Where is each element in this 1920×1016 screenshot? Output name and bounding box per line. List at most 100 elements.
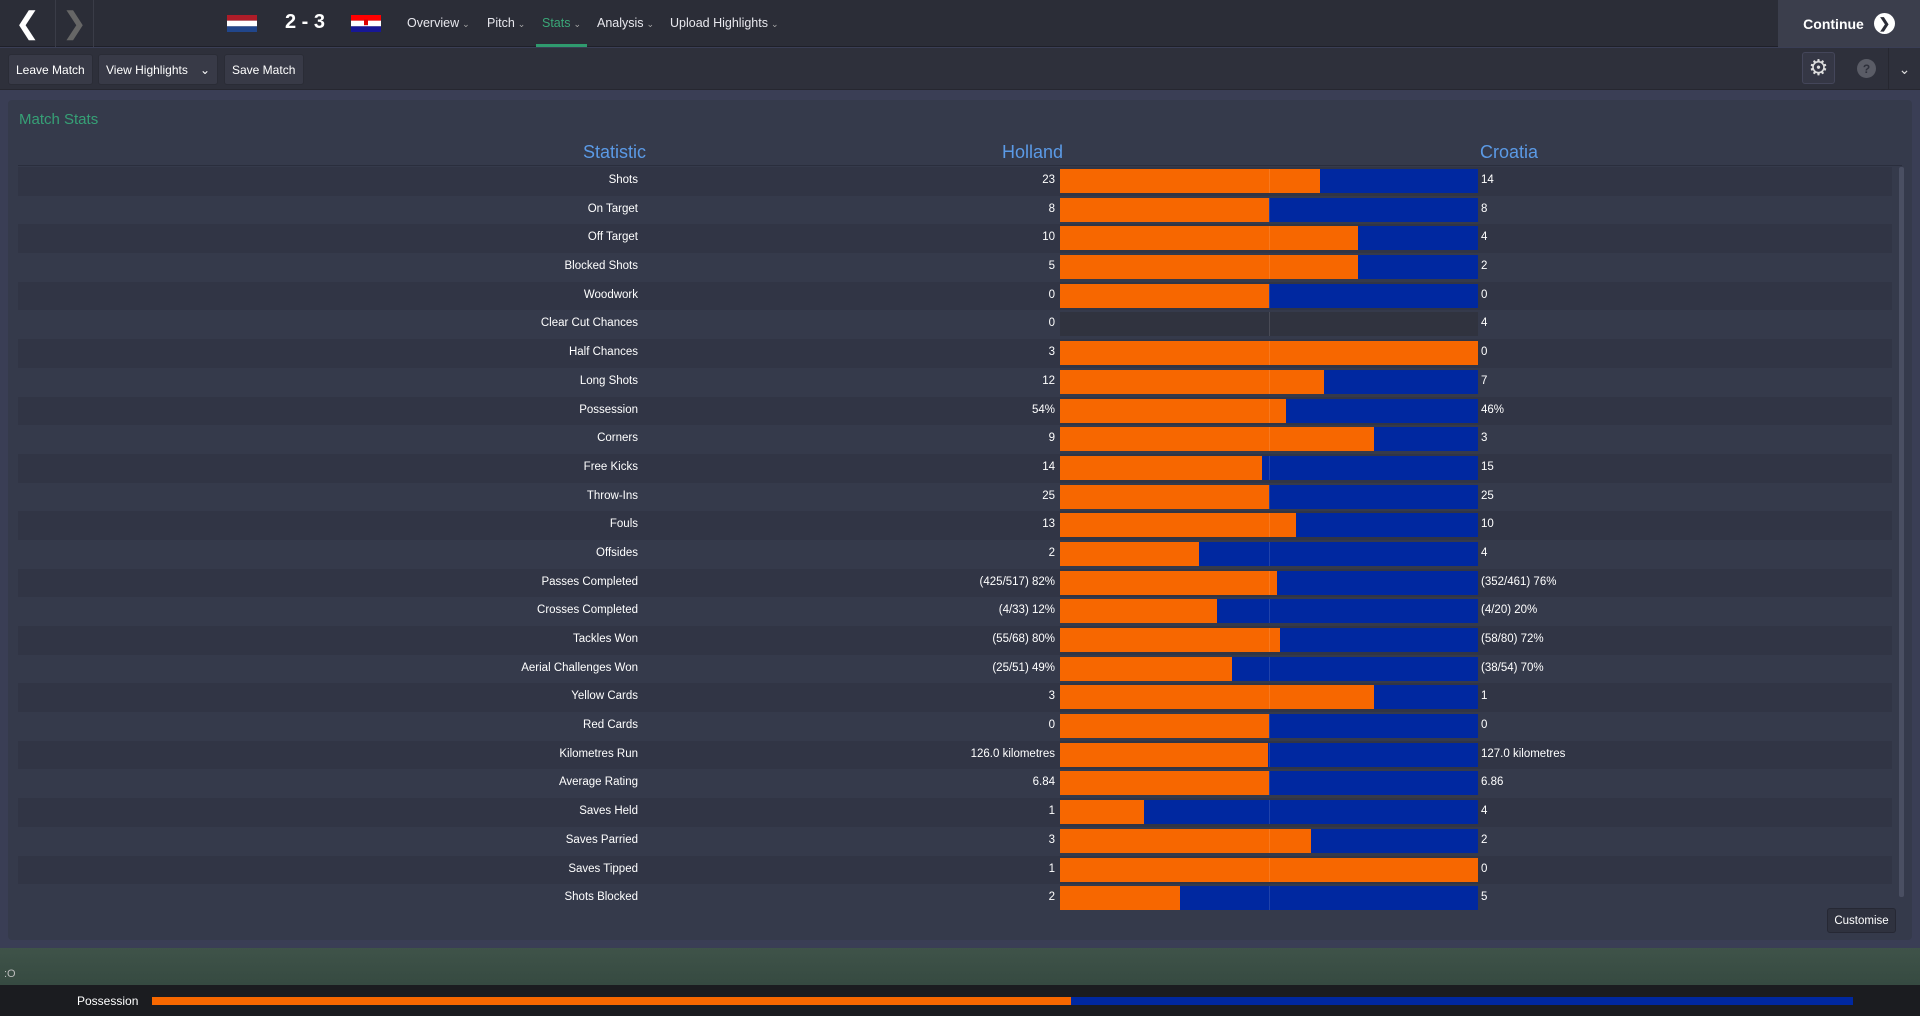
- stat-label: Shots: [608, 174, 638, 186]
- home-bar: [1060, 886, 1180, 911]
- netherlands-flag-icon: [227, 15, 257, 32]
- stat-row: Off Target 10 4: [18, 224, 1892, 254]
- away-bar: [1232, 656, 1478, 681]
- bar-midline: [1269, 226, 1270, 251]
- button-label: Customise: [1834, 914, 1889, 927]
- away-value: 0: [1481, 288, 1488, 301]
- away-value: 46%: [1481, 403, 1505, 416]
- home-bar: [1060, 197, 1269, 222]
- home-value: (425/517) 82%: [979, 575, 1055, 588]
- menu-label: Analysis: [597, 16, 644, 30]
- home-bar: [1060, 570, 1277, 595]
- back-button[interactable]: ❮: [0, 0, 56, 47]
- stat-label: Saves Parried: [565, 833, 638, 846]
- home-bar: [1060, 226, 1359, 251]
- button-label: View Highlights: [106, 62, 188, 77]
- column-header-home[interactable]: Holland: [1001, 142, 1063, 162]
- away-value: (352/461) 76%: [1481, 575, 1557, 588]
- stat-label: Crosses Completed: [537, 604, 638, 617]
- chevron-down-icon: ⌄: [573, 19, 582, 29]
- stat-row: Possession 54% 46%: [18, 396, 1892, 426]
- expand-button[interactable]: ⌄: [1888, 48, 1920, 90]
- stat-label: Average Rating: [558, 776, 638, 789]
- menu-upload-highlights[interactable]: Upload Highlights ⌄: [670, 16, 779, 30]
- stat-bar: [1060, 484, 1478, 509]
- stat-row: Half Chances 3 0: [18, 339, 1892, 368]
- away-value: 25: [1481, 489, 1494, 502]
- home-value: 1: [1048, 862, 1055, 875]
- stat-row: Clear Cut Chances 0 4: [18, 310, 1892, 339]
- bar-midline: [1269, 628, 1270, 652]
- view-highlights-dropdown[interactable]: View Highlights ⌄: [98, 54, 218, 85]
- stat-bar: [1060, 197, 1478, 222]
- stat-row: Crosses Completed (4/33) 12% (4/20) 20%: [18, 597, 1892, 626]
- chevron-down-icon: ⌄: [646, 19, 655, 29]
- bar-midline: [1269, 484, 1270, 509]
- home-value: 9: [1048, 432, 1055, 445]
- stat-label: Tackles Won: [573, 633, 638, 645]
- leave-match-button[interactable]: Leave Match: [8, 54, 93, 85]
- home-bar: [1060, 169, 1320, 193]
- customise-button[interactable]: Customise: [1827, 908, 1896, 933]
- home-value: (25/51) 49%: [992, 661, 1055, 674]
- match-score: 2 - 3: [285, 11, 326, 33]
- home-value: 0: [1048, 317, 1055, 330]
- stat-row: On Target 8 8: [18, 196, 1892, 225]
- home-bar: [1060, 513, 1297, 538]
- menu-analysis[interactable]: Analysis ⌄: [597, 16, 654, 30]
- chevron-right-icon: ❯: [61, 7, 88, 40]
- help-button[interactable]: ?: [1857, 59, 1876, 78]
- button-label: Save Match: [232, 62, 296, 77]
- stat-bar: [1060, 771, 1478, 796]
- scrollbar[interactable]: [1899, 167, 1904, 897]
- column-header-away[interactable]: Croatia: [1480, 142, 1539, 162]
- menu-pitch[interactable]: Pitch ⌄: [487, 16, 525, 30]
- bar-midline: [1269, 800, 1270, 825]
- stat-bar: [1060, 369, 1478, 394]
- menu-stats[interactable]: Stats ⌄: [542, 16, 581, 30]
- stat-row: Free Kicks 14 15: [18, 453, 1892, 483]
- stat-label: Free Kicks: [583, 460, 638, 473]
- stat-row: Blocked Shots 5 2: [18, 253, 1892, 282]
- continue-button[interactable]: Continue ❯: [1778, 0, 1920, 47]
- away-value: 127.0 kilometres: [1481, 747, 1566, 760]
- help-icon: ?: [1862, 61, 1871, 76]
- home-bar: [1060, 714, 1269, 739]
- bar-midline: [1269, 341, 1270, 366]
- home-bar: [1060, 771, 1269, 796]
- home-bar: [1060, 800, 1144, 825]
- bar-midline: [1269, 742, 1270, 767]
- menu-label: Stats: [542, 16, 571, 30]
- stat-bar: [1060, 513, 1478, 538]
- home-value: 25: [1042, 489, 1055, 502]
- stat-row: Woodwork 0 0: [18, 281, 1892, 311]
- home-value: 3: [1048, 346, 1055, 359]
- menu-overview[interactable]: Overview ⌄: [407, 16, 470, 30]
- stat-bar: [1060, 398, 1478, 423]
- stat-bar: [1060, 628, 1478, 652]
- forward-button[interactable]: ❯: [56, 0, 94, 47]
- home-value: 1: [1048, 805, 1055, 818]
- stat-row: Tackles Won (55/68) 80% (58/80) 72%: [18, 626, 1892, 655]
- away-value: 4: [1481, 546, 1488, 559]
- away-bar: [1268, 742, 1478, 767]
- bar-midline: [1269, 513, 1270, 538]
- continue-label: Continue: [1803, 15, 1864, 32]
- settings-button[interactable]: ⚙: [1802, 52, 1835, 84]
- stat-label: Saves Tipped: [568, 862, 638, 875]
- stat-label: Kilometres Run: [559, 747, 638, 760]
- home-bar: [1060, 857, 1478, 882]
- stat-label: Throw-Ins: [586, 489, 638, 502]
- stat-row: Saves Held 1 4: [18, 798, 1892, 827]
- home-value: 3: [1048, 690, 1055, 703]
- save-match-button[interactable]: Save Match: [224, 54, 304, 85]
- home-bar: [1060, 341, 1478, 366]
- stat-bar: [1060, 857, 1478, 882]
- home-bar: [1060, 398, 1286, 423]
- bottom-bar: Possession: [0, 985, 1920, 1016]
- stat-bar: [1060, 169, 1478, 193]
- bar-midline: [1269, 828, 1270, 853]
- column-header-statistic[interactable]: Statistic: [582, 142, 646, 162]
- stat-bar: [1060, 283, 1478, 308]
- stat-label: Woodwork: [583, 288, 638, 301]
